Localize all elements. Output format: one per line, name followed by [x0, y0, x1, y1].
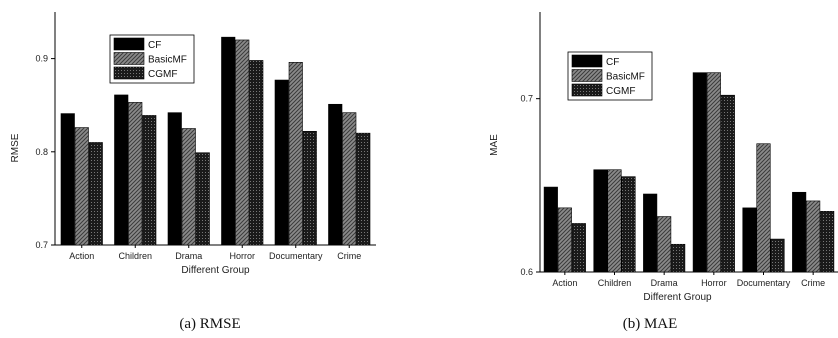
legend-swatch-basicmf [113, 52, 145, 65]
mae-chart: 0.6 0.7 Action Children Drama Horror Documenta… [489, 12, 838, 332]
bar-cgmf-horror [720, 94, 735, 273]
bar-cf-crime [792, 191, 807, 273]
bar-basicmf-horror [706, 72, 721, 273]
bar-cgmf-drama [195, 152, 210, 246]
legend-label-cf: CF [606, 57, 619, 68]
bar-basicmf-crime [806, 200, 821, 273]
bar-cf-documentary [742, 207, 757, 273]
bar-cgmf-documentary [770, 238, 785, 273]
y-tick-label: 0.9 [35, 54, 48, 64]
x-tick-label: Documentary [737, 278, 791, 288]
x-tick-label: Children [598, 278, 632, 288]
y-axis-label: MAE [489, 134, 500, 156]
legend: CF BasicMF CGMF [109, 34, 195, 84]
bar-basicmf-horror [235, 39, 250, 246]
subfigure-caption: (a) RMSE [179, 316, 240, 332]
x-tick-label: Drama [651, 278, 678, 288]
bar-cf-crime [328, 103, 343, 246]
bar-cgmf-children [621, 176, 636, 273]
legend-label-cgmf: CGMF [148, 69, 177, 80]
bar-cf-drama [643, 193, 658, 273]
bar-cf-drama [167, 112, 182, 246]
y-tick-label: 0.8 [35, 147, 48, 157]
y-tick-label: 0.6 [520, 267, 533, 277]
x-axis-label: Different Group [643, 292, 712, 303]
legend-swatch-cgmf [571, 83, 603, 97]
legend-swatch-cf [571, 54, 603, 68]
y-tick-label: 0.7 [35, 240, 48, 250]
x-axis-label: Different Group [181, 265, 250, 276]
bar-cgmf-drama [671, 243, 686, 273]
legend: CF BasicMF CGMF [567, 51, 653, 101]
bar-basicmf-documentary [288, 62, 303, 246]
y-axis-label: RMSE [10, 133, 21, 162]
bar-cgmf-action [88, 142, 103, 246]
bar-cgmf-children [142, 115, 157, 246]
x-tick-label: Children [118, 251, 152, 261]
legend-label-cf: CF [148, 40, 161, 51]
bar-basicmf-crime [342, 112, 357, 246]
legend-swatch-cf [113, 37, 145, 51]
bar-cf-children [114, 94, 129, 246]
bar-basicmf-action [74, 127, 89, 246]
y-tick-label: 0.7 [520, 94, 533, 104]
legend-swatch-basicmf [571, 69, 603, 82]
x-tick-label: Crime [337, 251, 361, 261]
bar-cgmf-crime [356, 132, 371, 246]
x-tick-label: Horror [229, 251, 255, 261]
bar-basicmf-children [128, 102, 143, 246]
bar-basicmf-drama [181, 128, 196, 246]
bar-cgmf-action [571, 223, 586, 273]
x-tick-label: Documentary [269, 251, 323, 261]
x-tick-label: Crime [801, 278, 825, 288]
x-tick-label: Action [552, 278, 577, 288]
bar-basicmf-drama [657, 216, 672, 273]
bar-cf-horror [221, 36, 236, 246]
legend-label-basicmf: BasicMF [606, 72, 645, 83]
legend-swatch-cgmf [113, 66, 145, 80]
legend-label-cgmf: CGMF [606, 86, 635, 97]
bar-cgmf-crime [820, 211, 835, 273]
x-tick-label: Drama [175, 251, 202, 261]
bar-cgmf-documentary [302, 130, 317, 246]
bar-cf-horror [692, 72, 707, 273]
bar-cgmf-horror [249, 60, 264, 246]
legend-label-basicmf: BasicMF [148, 55, 187, 66]
bar-cf-children [593, 169, 608, 273]
subfigure-caption: (b) MAE [623, 316, 678, 332]
bar-basicmf-action [557, 207, 572, 273]
bar-cf-action [60, 113, 75, 246]
bar-basicmf-children [607, 169, 622, 273]
bar-cf-documentary [274, 79, 289, 246]
bar-basicmf-documentary [756, 143, 771, 273]
x-tick-label: Action [69, 251, 94, 261]
rmse-chart: 0.7 0.8 0.9 Action Children Drama Horror Docume… [10, 12, 376, 332]
x-tick-label: Horror [701, 278, 727, 288]
bar-cf-action [543, 186, 558, 273]
